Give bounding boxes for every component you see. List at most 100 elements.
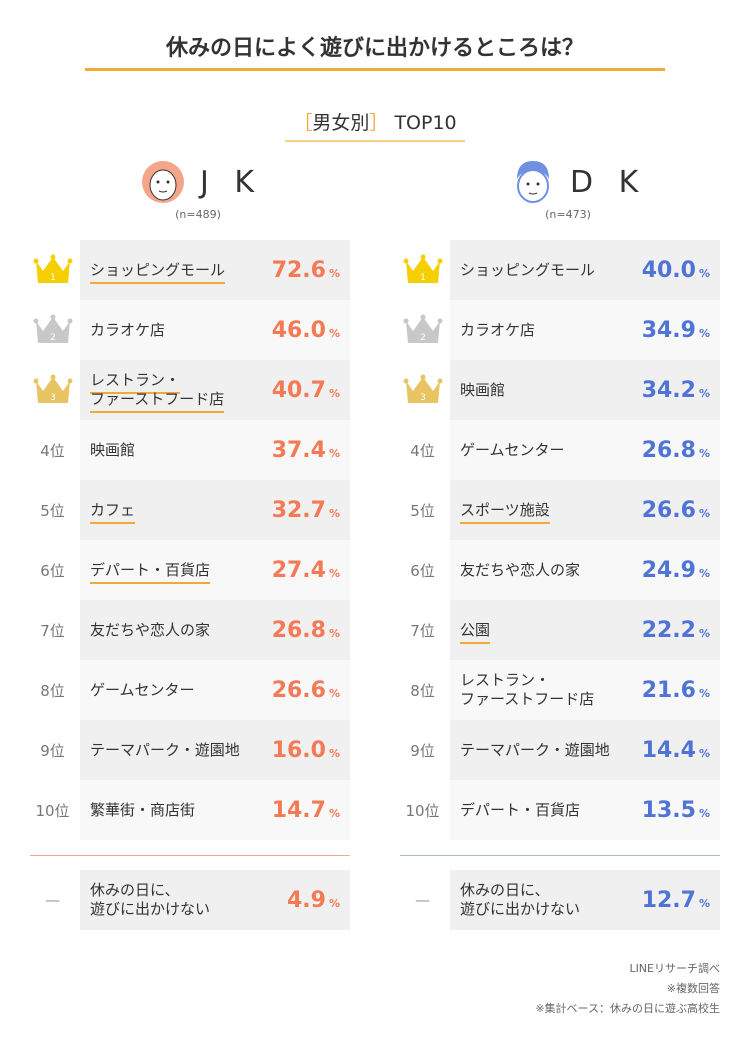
item-text: 休みの日に、 遊びに出かけない [460, 881, 581, 918]
table-row: デパート・百貨店 13.5% [450, 780, 720, 840]
item-label: ゲームセンター [460, 441, 640, 460]
item-text: 映画館 [90, 440, 136, 459]
value-number: 14.7 [271, 797, 326, 823]
item-label: スポーツ施設 [460, 500, 640, 524]
value-label: 40.7% [270, 378, 350, 403]
value-number: 24.9 [641, 557, 696, 583]
percent-unit: % [328, 626, 340, 640]
value-number: 37.4 [271, 437, 326, 463]
rank-label: 3 [30, 360, 75, 420]
jk-label: J K [200, 164, 263, 200]
value-number: 27.4 [271, 557, 326, 583]
item-label: レストラン・ ファーストフード店 [90, 371, 270, 413]
item-label: 友だちや恋人の家 [460, 561, 640, 580]
table-row: 休みの日に、 遊びに出かけない 12.7% [450, 870, 720, 930]
rank-label: 4位 [40, 441, 65, 460]
table-row: 映画館 37.4% [80, 420, 350, 480]
value-label: 16.0% [270, 738, 350, 763]
value-number: 34.2 [641, 377, 696, 403]
value-label: 14.4% [640, 738, 720, 763]
table-row: 公園 22.2% [450, 600, 720, 660]
percent-unit: % [328, 566, 340, 580]
percent-unit: % [698, 686, 710, 700]
item-label: テーマパーク・遊園地 [460, 741, 640, 760]
table-row: カフェ 32.7% [80, 480, 350, 540]
item-label: 映画館 [460, 381, 640, 400]
item-label: ショッピングモール [460, 261, 640, 280]
item-text: レストラン・ ファーストフード店 [460, 671, 595, 708]
subtitle-label: 男女別 [312, 112, 370, 134]
percent-unit: % [328, 326, 340, 340]
rank-label: 2 [30, 300, 75, 360]
value-label: 27.4% [270, 558, 350, 583]
item-text: カラオケ店 [90, 320, 166, 339]
value-number: 46.0 [271, 317, 326, 343]
girl-face-icon [142, 161, 184, 203]
subtitle: ［男女別］ TOP10 [0, 108, 750, 135]
value-number: 12.7 [641, 887, 696, 913]
percent-unit: % [328, 506, 340, 520]
rank-label: 2 [400, 300, 445, 360]
rank-label: 8位 [410, 681, 435, 700]
table-row: 友だちや恋人の家 26.8% [80, 600, 350, 660]
item-text: カラオケ店 [460, 320, 536, 339]
value-label: 34.9% [640, 318, 720, 343]
title-divider [85, 68, 665, 71]
item-text: カフェ [90, 500, 136, 524]
rank-label: 5位 [40, 501, 65, 520]
value-label: 26.8% [270, 618, 350, 643]
rank-label: 1 [30, 240, 75, 300]
crown-rank: 3 [50, 393, 56, 403]
item-text: 友だちや恋人の家 [90, 620, 211, 639]
value-number: 22.2 [641, 617, 696, 643]
percent-unit: % [328, 266, 340, 280]
rank-label: 6位 [410, 561, 435, 580]
value-number: 4.9 [286, 887, 326, 913]
value-label: 26.8% [640, 438, 720, 463]
percent-unit: % [698, 266, 710, 280]
boy-face-icon [517, 161, 549, 203]
percent-unit: % [698, 446, 710, 460]
table-row: ショッピングモール 72.6% [80, 240, 350, 300]
crown-icon: 3 [403, 374, 442, 403]
table-row: レストラン・ ファーストフード店 21.6% [450, 660, 720, 720]
item-text: レストラン・ ファーストフード店 [90, 371, 225, 413]
item-label: レストラン・ ファーストフード店 [460, 671, 640, 709]
rank-label: 8位 [40, 681, 65, 700]
base-note: ※集計ベース：休みの日に遊ぶ高校生 [535, 1002, 720, 1015]
value-label: 26.6% [640, 498, 720, 523]
percent-unit: % [698, 806, 710, 820]
table-row: レストラン・ ファーストフード店 40.7% [80, 360, 350, 420]
item-text: 映画館 [460, 380, 506, 399]
source-note: LINEリサーチ調べ [629, 962, 720, 975]
item-text: 友だちや恋人の家 [460, 560, 581, 579]
item-label: カラオケ店 [90, 321, 270, 340]
dk-divider [400, 855, 720, 856]
item-label: カフェ [90, 500, 270, 524]
item-text: デパート・百貨店 [460, 800, 581, 819]
percent-unit: % [698, 386, 710, 400]
rank-label: — [415, 891, 430, 909]
item-text: テーマパーク・遊園地 [90, 740, 240, 759]
value-label: 32.7% [270, 498, 350, 523]
subtitle-divider [285, 140, 465, 142]
table-row: カラオケ店 46.0% [80, 300, 350, 360]
value-label: 4.9% [270, 888, 350, 913]
item-text: ショッピングモール [460, 260, 596, 279]
item-label: 公園 [460, 620, 640, 644]
rank-label: 10位 [405, 801, 440, 820]
subtitle-top: TOP10 [394, 112, 457, 134]
value-number: 40.7 [271, 377, 326, 403]
rank-label: 10位 [35, 801, 70, 820]
item-label: 休みの日に、 遊びに出かけない [460, 881, 640, 919]
table-row: ショッピングモール 40.0% [450, 240, 720, 300]
table-row: テーマパーク・遊園地 16.0% [80, 720, 350, 780]
rank-label: 9位 [410, 741, 435, 760]
table-row: デパート・百貨店 27.4% [80, 540, 350, 600]
percent-unit: % [698, 746, 710, 760]
jk-divider [30, 855, 350, 856]
value-label: 37.4% [270, 438, 350, 463]
item-label: デパート・百貨店 [90, 560, 270, 584]
crown-icon: 3 [33, 374, 72, 403]
bracket-open: ［ [293, 112, 313, 134]
